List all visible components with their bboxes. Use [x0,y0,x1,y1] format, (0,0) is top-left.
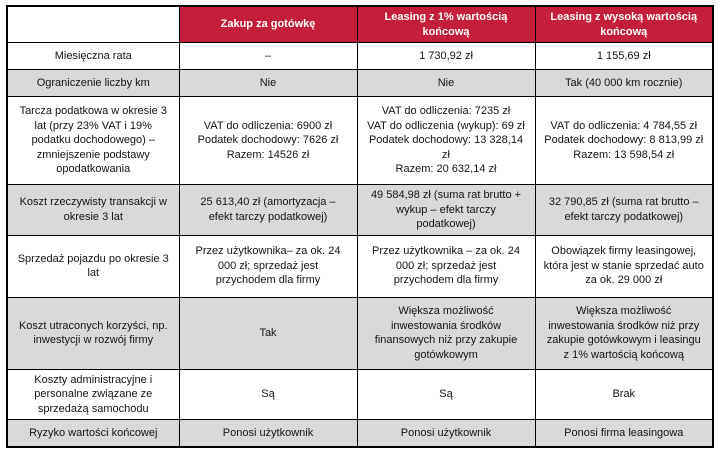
table-cell: Większa możliwość inwestowania środków n… [534,296,714,370]
table-cell: Ponosi użytkownik [356,419,536,448]
header-corner-cell [6,5,180,44]
table-cell: – [178,42,358,71]
table-cell: Przez użytkownika – za ok. 24 000 zł; sp… [356,234,536,298]
header-cell-leasing-high-residual: Leasing z wysoką wartością końcową [534,5,714,44]
table-cell: Nie [356,69,536,98]
header-cell-leasing-1-percent: Leasing z 1% wartością końcową [356,5,536,44]
row-label: Sprzedaż pojazdu po okresie 3 lat [6,234,180,298]
comparison-table: Zakup za gotówkę Leasing z 1% wartością … [6,5,714,448]
header-cell-cash-purchase: Zakup za gotówkę [178,5,358,44]
table-cell: 49 584,98 zł (suma rat brutto + wykup – … [356,184,536,236]
table-row-km-limit: Ograniczenie liczby km Nie Nie Tak (40 0… [6,69,714,98]
table-row-opportunity-cost: Koszt utraconych korzyści, np. inwestycj… [6,296,714,370]
table-cell: Są [356,368,536,421]
table-cell: Przez użytkownika– za ok. 24 000 zł; spr… [178,234,358,298]
table-cell: Tak [178,296,358,370]
table-row-vehicle-sale: Sprzedaż pojazdu po okresie 3 lat Przez … [6,234,714,298]
table-row-monthly-installment: Miesięczna rata – 1 730,92 zł 1 155,69 z… [6,42,714,71]
row-label: Ryzyko wartości końcowej [6,419,180,448]
row-label: Miesięczna rata [6,42,180,71]
table-cell: Ponosi użytkownik [178,419,358,448]
row-label: Koszty administracyjne i personalne zwią… [6,368,180,421]
row-label: Ograniczenie liczby km [6,69,180,98]
table-cell: Brak [534,368,714,421]
table-row-tax-shield: Tarcza podatkowa w okresie 3 lat (przy 2… [6,96,714,186]
table-cell: 32 790,85 zł (suma rat brutto – efekt ta… [534,184,714,236]
table-cell: Tak (40 000 km rocznie) [534,69,714,98]
row-label: Koszt rzeczywisty transakcji w okresie 3… [6,184,180,236]
table-cell: Większa możliwość inwestowania środków f… [356,296,536,370]
table-cell: VAT do odliczenia: 7235 zł VAT do odlicz… [356,96,536,186]
table-cell: Obowiązek firmy leasingowej, która jest … [534,234,714,298]
row-label: Tarcza podatkowa w okresie 3 lat (przy 2… [6,96,180,186]
table-cell: VAT do odliczenia: 4 784,55 zł Podatek d… [534,96,714,186]
table-cell: Nie [178,69,358,98]
table-cell: 25 613,40 zł (amortyzacja – efekt tarczy… [178,184,358,236]
table-cell: Są [178,368,358,421]
table-row-admin-costs: Koszty administracyjne i personalne zwią… [6,368,714,421]
table-cell: Ponosi firma leasingowa [534,419,714,448]
header-row: Zakup za gotówkę Leasing z 1% wartością … [6,5,714,44]
table-row-residual-value-risk: Ryzyko wartości końcowej Ponosi użytkown… [6,419,714,448]
table-cell: 1 155,69 zł [534,42,714,71]
table-cell: 1 730,92 zł [356,42,536,71]
table-row-real-cost: Koszt rzeczywisty transakcji w okresie 3… [6,184,714,236]
row-label: Koszt utraconych korzyści, np. inwestycj… [6,296,180,370]
table-cell: VAT do odliczenia: 6900 zł Podatek docho… [178,96,358,186]
